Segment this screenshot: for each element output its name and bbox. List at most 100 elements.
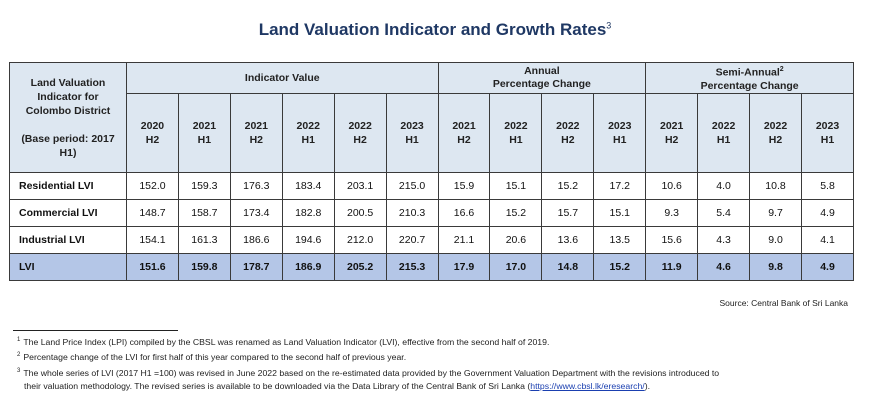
- table-cell: 13.6: [541, 226, 595, 254]
- period-half: H1: [405, 134, 419, 146]
- table-cell: 220.7: [385, 226, 439, 254]
- period-header: 2022 H1: [489, 93, 543, 173]
- footnote-number: 1: [17, 337, 21, 343]
- table-cell: 9.8: [749, 253, 802, 281]
- period-header: 2023 H1: [385, 93, 439, 173]
- footnote-continuation: their valuation methodology. The revised…: [17, 380, 857, 394]
- page-title: Land Valuation Indicator and Growth Rate…: [0, 20, 870, 40]
- table-cell: 210.3: [385, 199, 439, 227]
- table-cell: 158.7: [177, 199, 231, 227]
- period-half: H2: [249, 134, 264, 146]
- table-cell: 186.6: [229, 226, 283, 254]
- table-row: LVI 151.6 159.8 178.7 186.9 205.2 215.3 17.9 17.…: [9, 253, 855, 281]
- period-year: 2022: [763, 120, 788, 132]
- table-cell: 173.4: [229, 199, 283, 227]
- table-cell: 154.1: [126, 226, 179, 254]
- period-header: 2022 H2: [541, 93, 595, 173]
- table-cell: 4.9: [800, 199, 855, 227]
- period-half: H1: [820, 134, 835, 146]
- period-header: 2023 H1: [593, 93, 647, 173]
- footnote-text: Percentage change of the LVI for first h…: [23, 352, 407, 363]
- table-cell: 21.1: [437, 226, 491, 254]
- row-label: Commercial LVI: [9, 199, 127, 227]
- period-header: 2021 H1: [177, 93, 231, 173]
- table-cell: 17.2: [593, 172, 647, 200]
- footnote-3: 3 The whole series of LVI (2017 H1 =100) …: [17, 365, 857, 394]
- table-cell: 215.3: [385, 253, 439, 281]
- footnote-text: their valuation methodology. The revised…: [24, 381, 531, 392]
- period-year: 2021: [192, 120, 217, 132]
- table-cell: 15.2: [541, 172, 595, 200]
- row-header-cell: Land Valuation Indicator for Colombo Dis…: [9, 62, 127, 173]
- row-header-line: H1): [59, 146, 77, 159]
- group-label: Annual: [524, 65, 560, 77]
- table-row: Commercial LVI 148.7 158.7 173.4 182.8 200.5 2…: [9, 199, 855, 227]
- period-header: 2022 H1: [281, 93, 335, 173]
- period-year: 2022: [711, 120, 736, 132]
- period-half: H1: [613, 134, 627, 146]
- period-header: 2021 H2: [645, 93, 699, 173]
- table-cell: 203.1: [333, 172, 387, 200]
- group-header-annual-change: Annual Percentage Change: [437, 62, 647, 94]
- period-header: 2020 H2: [126, 93, 179, 173]
- table-cell: 9.3: [645, 199, 699, 227]
- table-cell: 11.9: [645, 253, 699, 281]
- table-cell: 15.6: [645, 226, 699, 254]
- table-cell: 200.5: [333, 199, 387, 227]
- table-cell: 15.2: [489, 199, 543, 227]
- table-cell: 15.2: [593, 253, 647, 281]
- table-cell: 178.7: [229, 253, 283, 281]
- row-header-line: Indicator for: [37, 90, 99, 103]
- table-cell: 161.3: [177, 226, 231, 254]
- row-label: Residential LVI: [9, 172, 127, 200]
- period-year: 2020: [140, 120, 165, 132]
- period-half: H1: [716, 134, 731, 146]
- group-header-semiannual-change: Semi-Annual2 Percentage Change: [645, 62, 854, 94]
- table-cell: 16.6: [437, 199, 491, 227]
- footnote-number: 3: [17, 367, 21, 374]
- table-cell: 4.6: [697, 253, 751, 281]
- row-label: Industrial LVI: [9, 226, 127, 254]
- table-cell: 10.6: [645, 172, 699, 200]
- period-year: 2023: [815, 120, 840, 132]
- table-cell: 9.0: [749, 226, 802, 254]
- table-cell: 9.7: [749, 199, 802, 227]
- period-header: 2021 H2: [229, 93, 283, 173]
- table-cell: 4.0: [697, 172, 751, 200]
- table-cell: 176.3: [229, 172, 283, 200]
- table-cell: 159.8: [177, 253, 231, 281]
- footnote-text: The whole series of LVI (2017 H1 =100) w…: [23, 367, 720, 378]
- period-half: H2: [145, 134, 160, 146]
- table-cell: 183.4: [281, 172, 335, 200]
- table-cell: 15.1: [593, 199, 647, 227]
- period-year: 2022: [556, 120, 580, 132]
- table-cell: 4.9: [800, 253, 855, 281]
- footnote-divider: [13, 330, 178, 331]
- period-half: H1: [509, 134, 523, 146]
- period-year: 2021: [660, 120, 684, 132]
- table-row: Residential LVI 152.0 159.3 176.3 183.4 203.1…: [9, 172, 855, 200]
- table-cell: 148.7: [126, 199, 179, 227]
- table-cell: 17.0: [489, 253, 543, 281]
- table-cell: 205.2: [333, 253, 387, 281]
- table-cell: 4.1: [800, 226, 855, 254]
- table-row: Industrial LVI 154.1 161.3 186.6 194.6 212.0 2…: [9, 226, 855, 254]
- period-header: 2022 H2: [749, 93, 802, 173]
- table-cell: 15.1: [489, 172, 543, 200]
- table-cell: 182.8: [281, 199, 335, 227]
- period-year: 2021: [452, 120, 476, 132]
- row-header-line: Land Valuation: [30, 76, 106, 89]
- period-half: H2: [561, 134, 575, 146]
- period-year: 2023: [608, 120, 632, 132]
- period-half: H2: [664, 134, 679, 146]
- table-cell: 194.6: [281, 226, 335, 254]
- group-footnote-ref: 2: [779, 66, 784, 74]
- cbsl-eresearch-link[interactable]: https://www.cbsl.lk/eresearch/: [530, 381, 645, 392]
- period-header: 2022 H1: [697, 93, 751, 173]
- table-cell: 15.9: [437, 172, 491, 200]
- row-header-line: (Base period: 2017: [21, 132, 115, 145]
- group-header-indicator-value: Indicator Value: [126, 62, 439, 94]
- period-year: 2022: [296, 120, 320, 132]
- footnote-text: The Land Price Index (LPI) compiled by t…: [23, 336, 550, 347]
- footnotes: 1 The Land Price Index (LPI) compiled by …: [17, 334, 857, 394]
